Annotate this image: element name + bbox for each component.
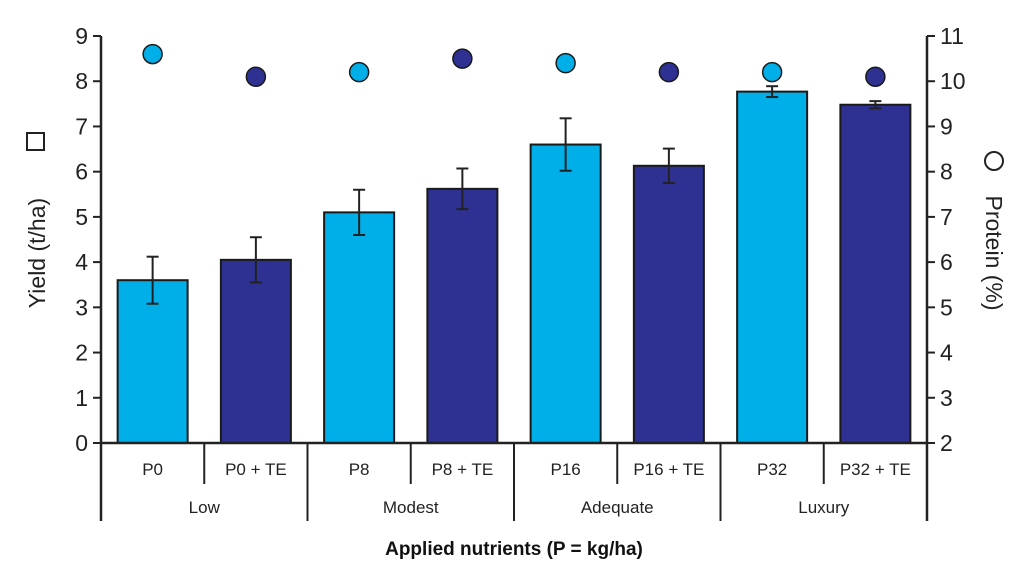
y2-tick-label: 10 bbox=[940, 68, 966, 94]
bar bbox=[529, 143, 602, 445]
y2-tick-label: 7 bbox=[940, 204, 953, 230]
y-axis-label: Yield (t/ha) bbox=[24, 198, 50, 308]
protein-point bbox=[348, 61, 370, 83]
error-bar bbox=[249, 236, 262, 284]
y-tick-label: 7 bbox=[75, 113, 88, 139]
y2-axis-title: Protein (%) bbox=[981, 151, 1007, 311]
protein-point bbox=[658, 61, 680, 83]
x-group-label: Modest bbox=[383, 498, 439, 517]
error-bar bbox=[146, 255, 159, 305]
error-bar bbox=[559, 117, 572, 172]
x-category-label: P16 bbox=[551, 460, 581, 479]
y-axis-ticks: 0 1 2 3 4 5 6 7 8 9 bbox=[75, 23, 101, 456]
x-category-label: P32 + TE bbox=[840, 460, 911, 479]
y2-tick-label: 5 bbox=[940, 294, 953, 320]
bar bbox=[839, 103, 912, 444]
x-group-label: Adequate bbox=[581, 498, 654, 517]
x-category-label: P32 bbox=[757, 460, 787, 479]
x-groups: Low Modest Adequate Luxury bbox=[189, 498, 850, 517]
y2-tick-label: 11 bbox=[940, 23, 964, 49]
x-axis-title: Applied nutrients (P = kg/ha) bbox=[385, 539, 643, 560]
y2-tick-label: 8 bbox=[940, 159, 953, 185]
error-bar bbox=[456, 167, 469, 211]
protein-point bbox=[452, 48, 473, 69]
x-category-label: P16 + TE bbox=[633, 460, 704, 479]
y2-tick-label: 3 bbox=[940, 385, 953, 411]
y2-axis-ticks: 2 3 4 5 6 7 8 9 10 11 bbox=[927, 23, 966, 456]
error-bar bbox=[869, 100, 882, 110]
error-bar bbox=[766, 85, 779, 99]
bar bbox=[426, 187, 499, 444]
x-categories: P0 P0 + TE P8 P8 + TE P16 P16 + TE P32 P32 + TE bbox=[99, 443, 929, 521]
y-tick-label: 1 bbox=[75, 385, 88, 411]
x-group-label: Luxury bbox=[798, 498, 850, 517]
bar bbox=[116, 279, 189, 445]
protein-point bbox=[245, 66, 267, 87]
y-tick-label: 2 bbox=[75, 340, 88, 366]
y-axis-title: Yield (t/ha) bbox=[24, 132, 50, 308]
x-category-label: P8 + TE bbox=[432, 460, 494, 479]
protein-point bbox=[555, 52, 576, 74]
protein-point bbox=[142, 43, 163, 65]
open-circle-marker bbox=[984, 151, 1004, 171]
bars bbox=[116, 90, 912, 445]
y2-tick-label: 2 bbox=[940, 430, 953, 456]
protein-points bbox=[142, 43, 886, 87]
x-category-label: P8 bbox=[349, 460, 370, 479]
bar bbox=[736, 90, 809, 445]
y-tick-label: 5 bbox=[75, 204, 88, 230]
y-tick-label: 8 bbox=[75, 68, 88, 94]
error-bar bbox=[662, 147, 675, 184]
protein-point bbox=[761, 61, 783, 83]
x-group-label: Low bbox=[189, 498, 221, 517]
error-bars bbox=[146, 85, 882, 305]
y-tick-label: 6 bbox=[75, 159, 88, 185]
x-category-label: P0 + TE bbox=[225, 460, 287, 479]
y2-tick-label: 6 bbox=[940, 249, 953, 275]
protein-point bbox=[865, 66, 886, 87]
bar bbox=[323, 211, 396, 444]
y-tick-label: 9 bbox=[75, 23, 88, 49]
bar bbox=[219, 258, 292, 444]
x-category-label: P0 bbox=[142, 460, 163, 479]
error-bar bbox=[353, 188, 366, 236]
y2-tick-label: 9 bbox=[940, 113, 953, 139]
y-tick-label: 4 bbox=[75, 249, 88, 275]
open-square-marker bbox=[26, 132, 45, 151]
y-tick-label: 0 bbox=[75, 430, 88, 456]
bar bbox=[632, 164, 705, 444]
y2-axis-label: Protein (%) bbox=[981, 195, 1007, 310]
y2-tick-label: 4 bbox=[940, 340, 953, 366]
y-tick-label: 3 bbox=[75, 294, 88, 320]
